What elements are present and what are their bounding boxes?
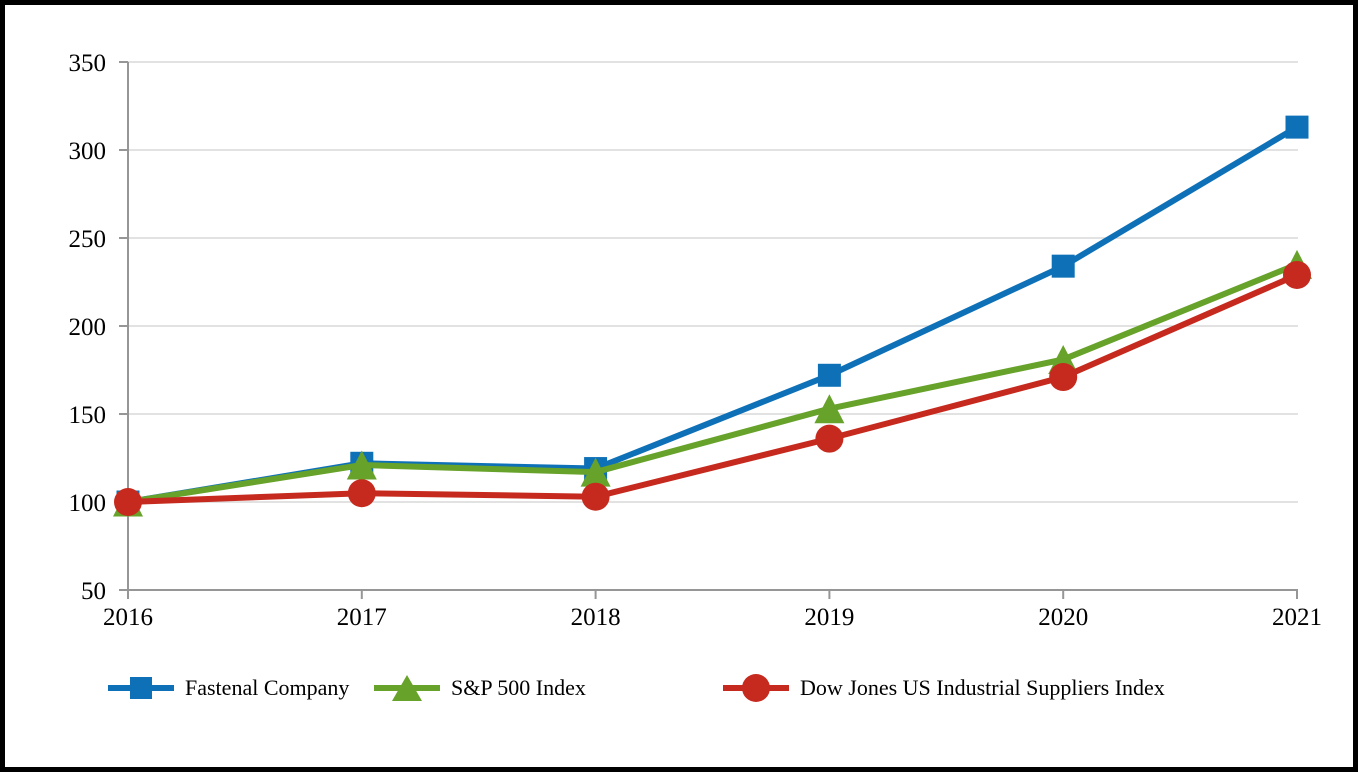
svg-text:100: 100 <box>69 490 107 517</box>
legend-label-dowjones: Dow Jones US Industrial Suppliers Index <box>800 675 1165 700</box>
legend-item-dowjones: Dow Jones US Industrial Suppliers Index <box>722 666 1165 710</box>
triangle-marker-icon <box>374 675 440 701</box>
svg-text:2020: 2020 <box>1038 604 1088 631</box>
svg-text:2019: 2019 <box>804 604 854 631</box>
legend-label-sp500: S&P 500 Index <box>451 675 586 700</box>
legend-label-fastenal: Fastenal Company <box>185 675 350 700</box>
circle-marker-icon <box>723 674 789 702</box>
legend-item-fastenal: Fastenal Company <box>107 666 349 710</box>
svg-text:150: 150 <box>69 402 107 429</box>
svg-text:2017: 2017 <box>337 604 387 631</box>
svg-text:2021: 2021 <box>1272 604 1322 631</box>
svg-text:2018: 2018 <box>571 604 621 631</box>
chart-canvas: 50 100 150 200 250 300 350 2016 2017 2018 2019 2020… <box>69 50 1323 631</box>
svg-text:200: 200 <box>69 314 107 341</box>
svg-text:250: 250 <box>69 226 107 253</box>
svg-text:2016: 2016 <box>103 604 153 631</box>
square-marker-icon <box>108 677 174 699</box>
svg-text:350: 350 <box>69 50 107 77</box>
svg-text:50: 50 <box>81 578 106 605</box>
svg-text:300: 300 <box>69 138 107 165</box>
legend-item-sp500: S&P 500 Index <box>373 666 586 710</box>
